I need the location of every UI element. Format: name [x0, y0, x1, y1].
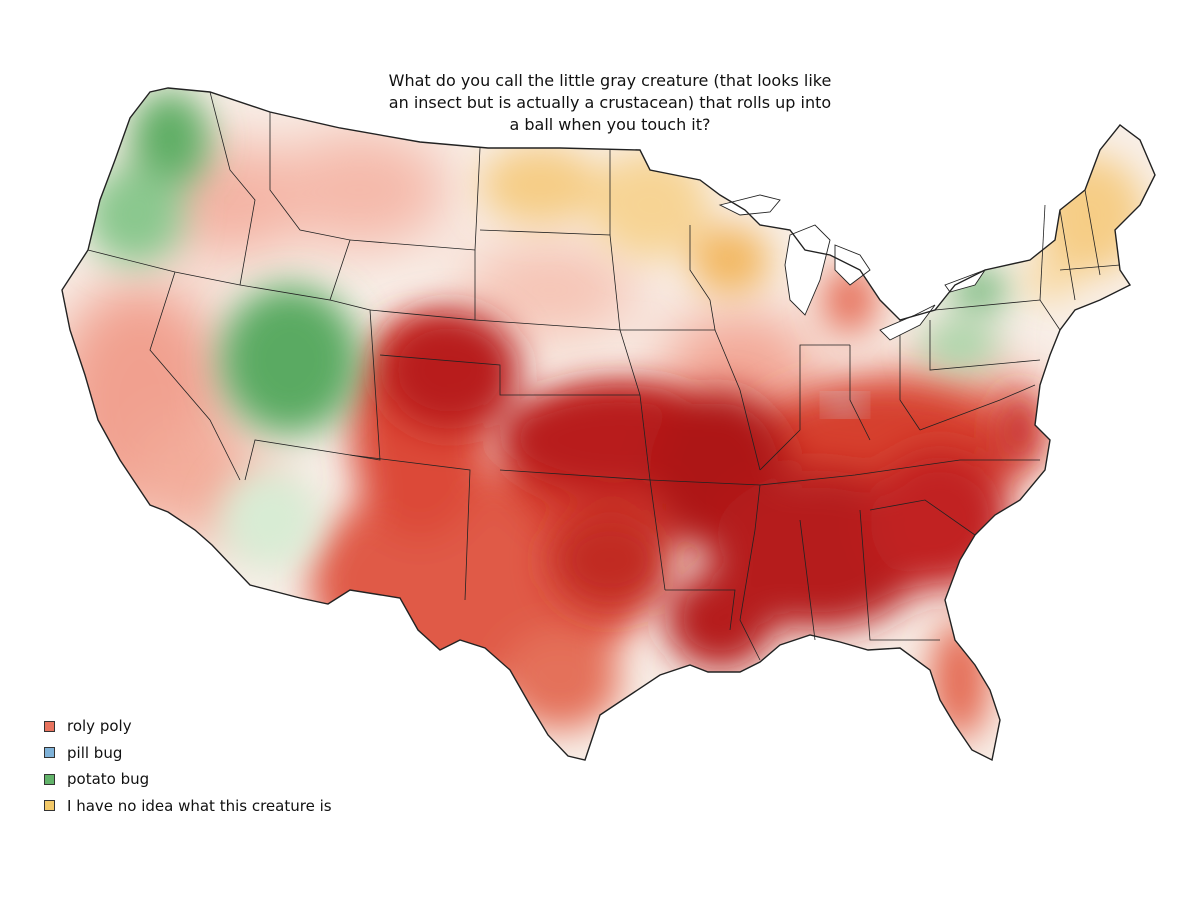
state-borders	[87, 91, 1121, 661]
legend-item-potato-bug: potato bug	[44, 766, 332, 793]
title-line-1: What do you call the little gray creatur…	[388, 71, 832, 90]
title-line-3: a ball when you touch it?	[509, 115, 711, 134]
legend: roly poly pill bug potato bug I have no …	[44, 713, 332, 819]
pill-bug-areas	[827, 395, 863, 415]
legend-item-roly-poly: roly poly	[44, 713, 332, 740]
map-title: What do you call the little gray creatur…	[340, 70, 880, 136]
legend-swatch-potato-bug	[44, 773, 55, 785]
great-lakes	[718, 194, 987, 341]
legend-item-pill-bug: pill bug	[44, 740, 332, 767]
legend-label-no-idea: I have no idea what this creature is	[67, 796, 332, 815]
legend-swatch-pill-bug	[44, 747, 55, 759]
legend-item-no-idea: I have no idea what this creature is	[44, 793, 332, 820]
legend-label-pill-bug: pill bug	[67, 743, 123, 762]
legend-swatch-no-idea	[44, 800, 55, 812]
potato-bug-areas	[85, 90, 1010, 570]
legend-swatch-roly-poly	[44, 720, 55, 732]
strong-red-areas	[380, 310, 1042, 670]
title-line-2: an insect but is actually a crustacean) …	[388, 93, 832, 112]
legend-label-potato-bug: potato bug	[67, 770, 150, 789]
legend-label-roly-poly: roly poly	[67, 717, 132, 736]
